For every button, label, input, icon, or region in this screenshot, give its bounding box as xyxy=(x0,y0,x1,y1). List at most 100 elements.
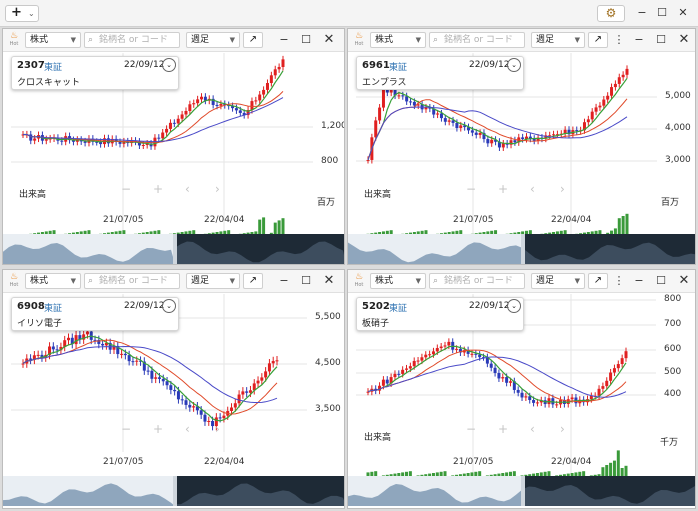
panel-maximize-button[interactable]: ☐ xyxy=(656,33,666,46)
x-axis-tick-label: 22/04/04 xyxy=(204,215,245,225)
panel-close-button[interactable]: ✕ xyxy=(678,273,690,288)
scroll-right-button[interactable]: › xyxy=(560,422,565,436)
hot-button[interactable]: ♨ Hot xyxy=(351,272,367,290)
candle-body xyxy=(409,101,413,103)
hot-button[interactable]: ♨ Hot xyxy=(351,31,367,49)
period-select[interactable]: 週足 ▼ xyxy=(531,32,585,48)
hot-button[interactable]: ♨ Hot xyxy=(6,272,22,290)
panel-maximize-button[interactable]: ☐ xyxy=(656,274,666,287)
candle-body xyxy=(521,137,525,140)
zoom-out-button[interactable]: − xyxy=(121,422,132,436)
zoom-in-button[interactable]: + xyxy=(153,182,164,196)
panel-menu-button[interactable]: ⋮ xyxy=(613,274,625,287)
chevron-down-icon[interactable]: ⌄ xyxy=(162,299,176,313)
candle-body xyxy=(405,96,409,102)
add-panel-button[interactable]: + ⌄ xyxy=(5,5,39,22)
scroll-left-button[interactable]: ‹ xyxy=(530,182,535,196)
y-axis-tick-label: 1,200 xyxy=(321,121,345,131)
candle-body xyxy=(443,118,447,122)
scroll-right-button[interactable]: › xyxy=(560,182,565,196)
panel-minimize-button[interactable]: − xyxy=(634,33,644,46)
scroll-left-button[interactable]: ‹ xyxy=(185,422,190,436)
chevron-down-icon[interactable]: ⌄ xyxy=(162,58,176,72)
volume-bar xyxy=(478,471,482,478)
settings-button[interactable]: ⚙ xyxy=(597,5,625,22)
candle-body xyxy=(104,342,108,346)
volume-bar xyxy=(474,471,478,478)
panel-menu-button[interactable]: ⋮ xyxy=(613,33,625,46)
market-type-value: 株式 xyxy=(375,35,394,45)
window-maximize-button[interactable]: ☐ xyxy=(657,6,667,19)
hot-button[interactable]: ♨ Hot xyxy=(6,31,22,49)
symbol-search-input[interactable]: ⌕ 銘柄名 or コード xyxy=(84,32,180,48)
volume-bar xyxy=(459,230,463,237)
range-slider-handle[interactable] xyxy=(173,234,177,264)
period-select[interactable]: 週足 ▼ xyxy=(531,273,585,289)
candle-body xyxy=(463,125,467,128)
panel-close-button[interactable]: ✕ xyxy=(678,32,690,47)
range-slider-handle[interactable] xyxy=(521,476,525,506)
volume-bar xyxy=(535,473,539,478)
candle-body xyxy=(223,103,227,106)
volume-bar xyxy=(501,473,505,478)
range-slider-handle[interactable] xyxy=(173,476,177,506)
zoom-out-button[interactable]: − xyxy=(466,422,477,436)
open-external-button[interactable]: ↗ xyxy=(243,273,263,289)
zoom-out-button[interactable]: − xyxy=(121,182,132,196)
panel-maximize-button[interactable]: ☐ xyxy=(301,274,311,287)
market-type-select[interactable]: 株式 ▼ xyxy=(25,273,81,289)
chevron-down-icon[interactable]: ⌄ xyxy=(507,299,521,313)
candle-body xyxy=(621,74,625,78)
zoom-out-button[interactable]: − xyxy=(466,182,477,196)
candle-body xyxy=(82,334,86,340)
open-external-button[interactable]: ↗ xyxy=(243,32,263,48)
moving-average-line xyxy=(367,349,627,403)
candle-body xyxy=(248,390,252,393)
panel-close-button[interactable]: ✕ xyxy=(323,273,335,288)
candle-body xyxy=(524,136,528,140)
volume-bar xyxy=(389,230,393,237)
symbol-search-input[interactable]: ⌕ 銘柄名 or コード xyxy=(429,32,525,48)
range-slider-handle[interactable] xyxy=(521,234,525,264)
volume-bar xyxy=(494,230,498,237)
candle-body xyxy=(188,104,192,111)
scroll-right-button[interactable]: › xyxy=(215,182,220,196)
symbol-search-input[interactable]: ⌕ 銘柄名 or コード xyxy=(84,273,180,289)
symbol-search-input[interactable]: ⌕ 銘柄名 or コード xyxy=(429,273,525,289)
chevron-down-icon: ▼ xyxy=(415,277,421,285)
volume-bar xyxy=(281,218,285,237)
volume-bar xyxy=(393,473,397,478)
panel-toolbar: ♨ Hot 株式 ▼ ⌕ 銘柄名 or コード 週足 ▼ ↗ − ☐ ✕ xyxy=(3,270,344,293)
zoom-in-button[interactable]: + xyxy=(498,182,509,196)
panel-close-button[interactable]: ✕ xyxy=(323,32,335,47)
y-axis-tick-label: 800 xyxy=(664,294,682,304)
chevron-down-icon[interactable]: ⌄ xyxy=(507,58,521,72)
open-external-button[interactable]: ↗ xyxy=(588,273,608,289)
candle-body xyxy=(439,346,443,349)
market-type-select[interactable]: 株式 ▼ xyxy=(25,32,81,48)
volume-bar xyxy=(543,471,547,478)
market-type-select[interactable]: 株式 ▼ xyxy=(370,273,426,289)
candle-body xyxy=(617,77,621,84)
open-external-button[interactable]: ↗ xyxy=(588,32,608,48)
market-type-select[interactable]: 株式 ▼ xyxy=(370,32,426,48)
scroll-left-button[interactable]: ‹ xyxy=(530,422,535,436)
panel-minimize-button[interactable]: − xyxy=(279,33,289,46)
volume-bar xyxy=(157,230,161,237)
period-select[interactable]: 週足 ▼ xyxy=(186,273,240,289)
symbol-info-box: 2307 東証 22/09/12 ⌄ クロスキャット xyxy=(11,56,179,90)
zoom-in-button[interactable]: + xyxy=(153,422,164,436)
candlestick-chart[interactable] xyxy=(3,29,345,265)
scroll-right-button[interactable]: › xyxy=(215,422,220,436)
period-select[interactable]: 週足 ▼ xyxy=(186,32,240,48)
window-close-button[interactable]: ✕ xyxy=(678,6,688,19)
panel-maximize-button[interactable]: ☐ xyxy=(301,33,311,46)
candle-body xyxy=(168,122,172,129)
panel-minimize-button[interactable]: − xyxy=(634,274,644,287)
scroll-left-button[interactable]: ‹ xyxy=(185,182,190,196)
zoom-in-button[interactable]: + xyxy=(498,422,509,436)
candle-body xyxy=(598,105,602,108)
panel-minimize-button[interactable]: − xyxy=(279,274,289,287)
window-minimize-button[interactable]: − xyxy=(637,6,647,19)
volume-bar xyxy=(616,450,620,478)
